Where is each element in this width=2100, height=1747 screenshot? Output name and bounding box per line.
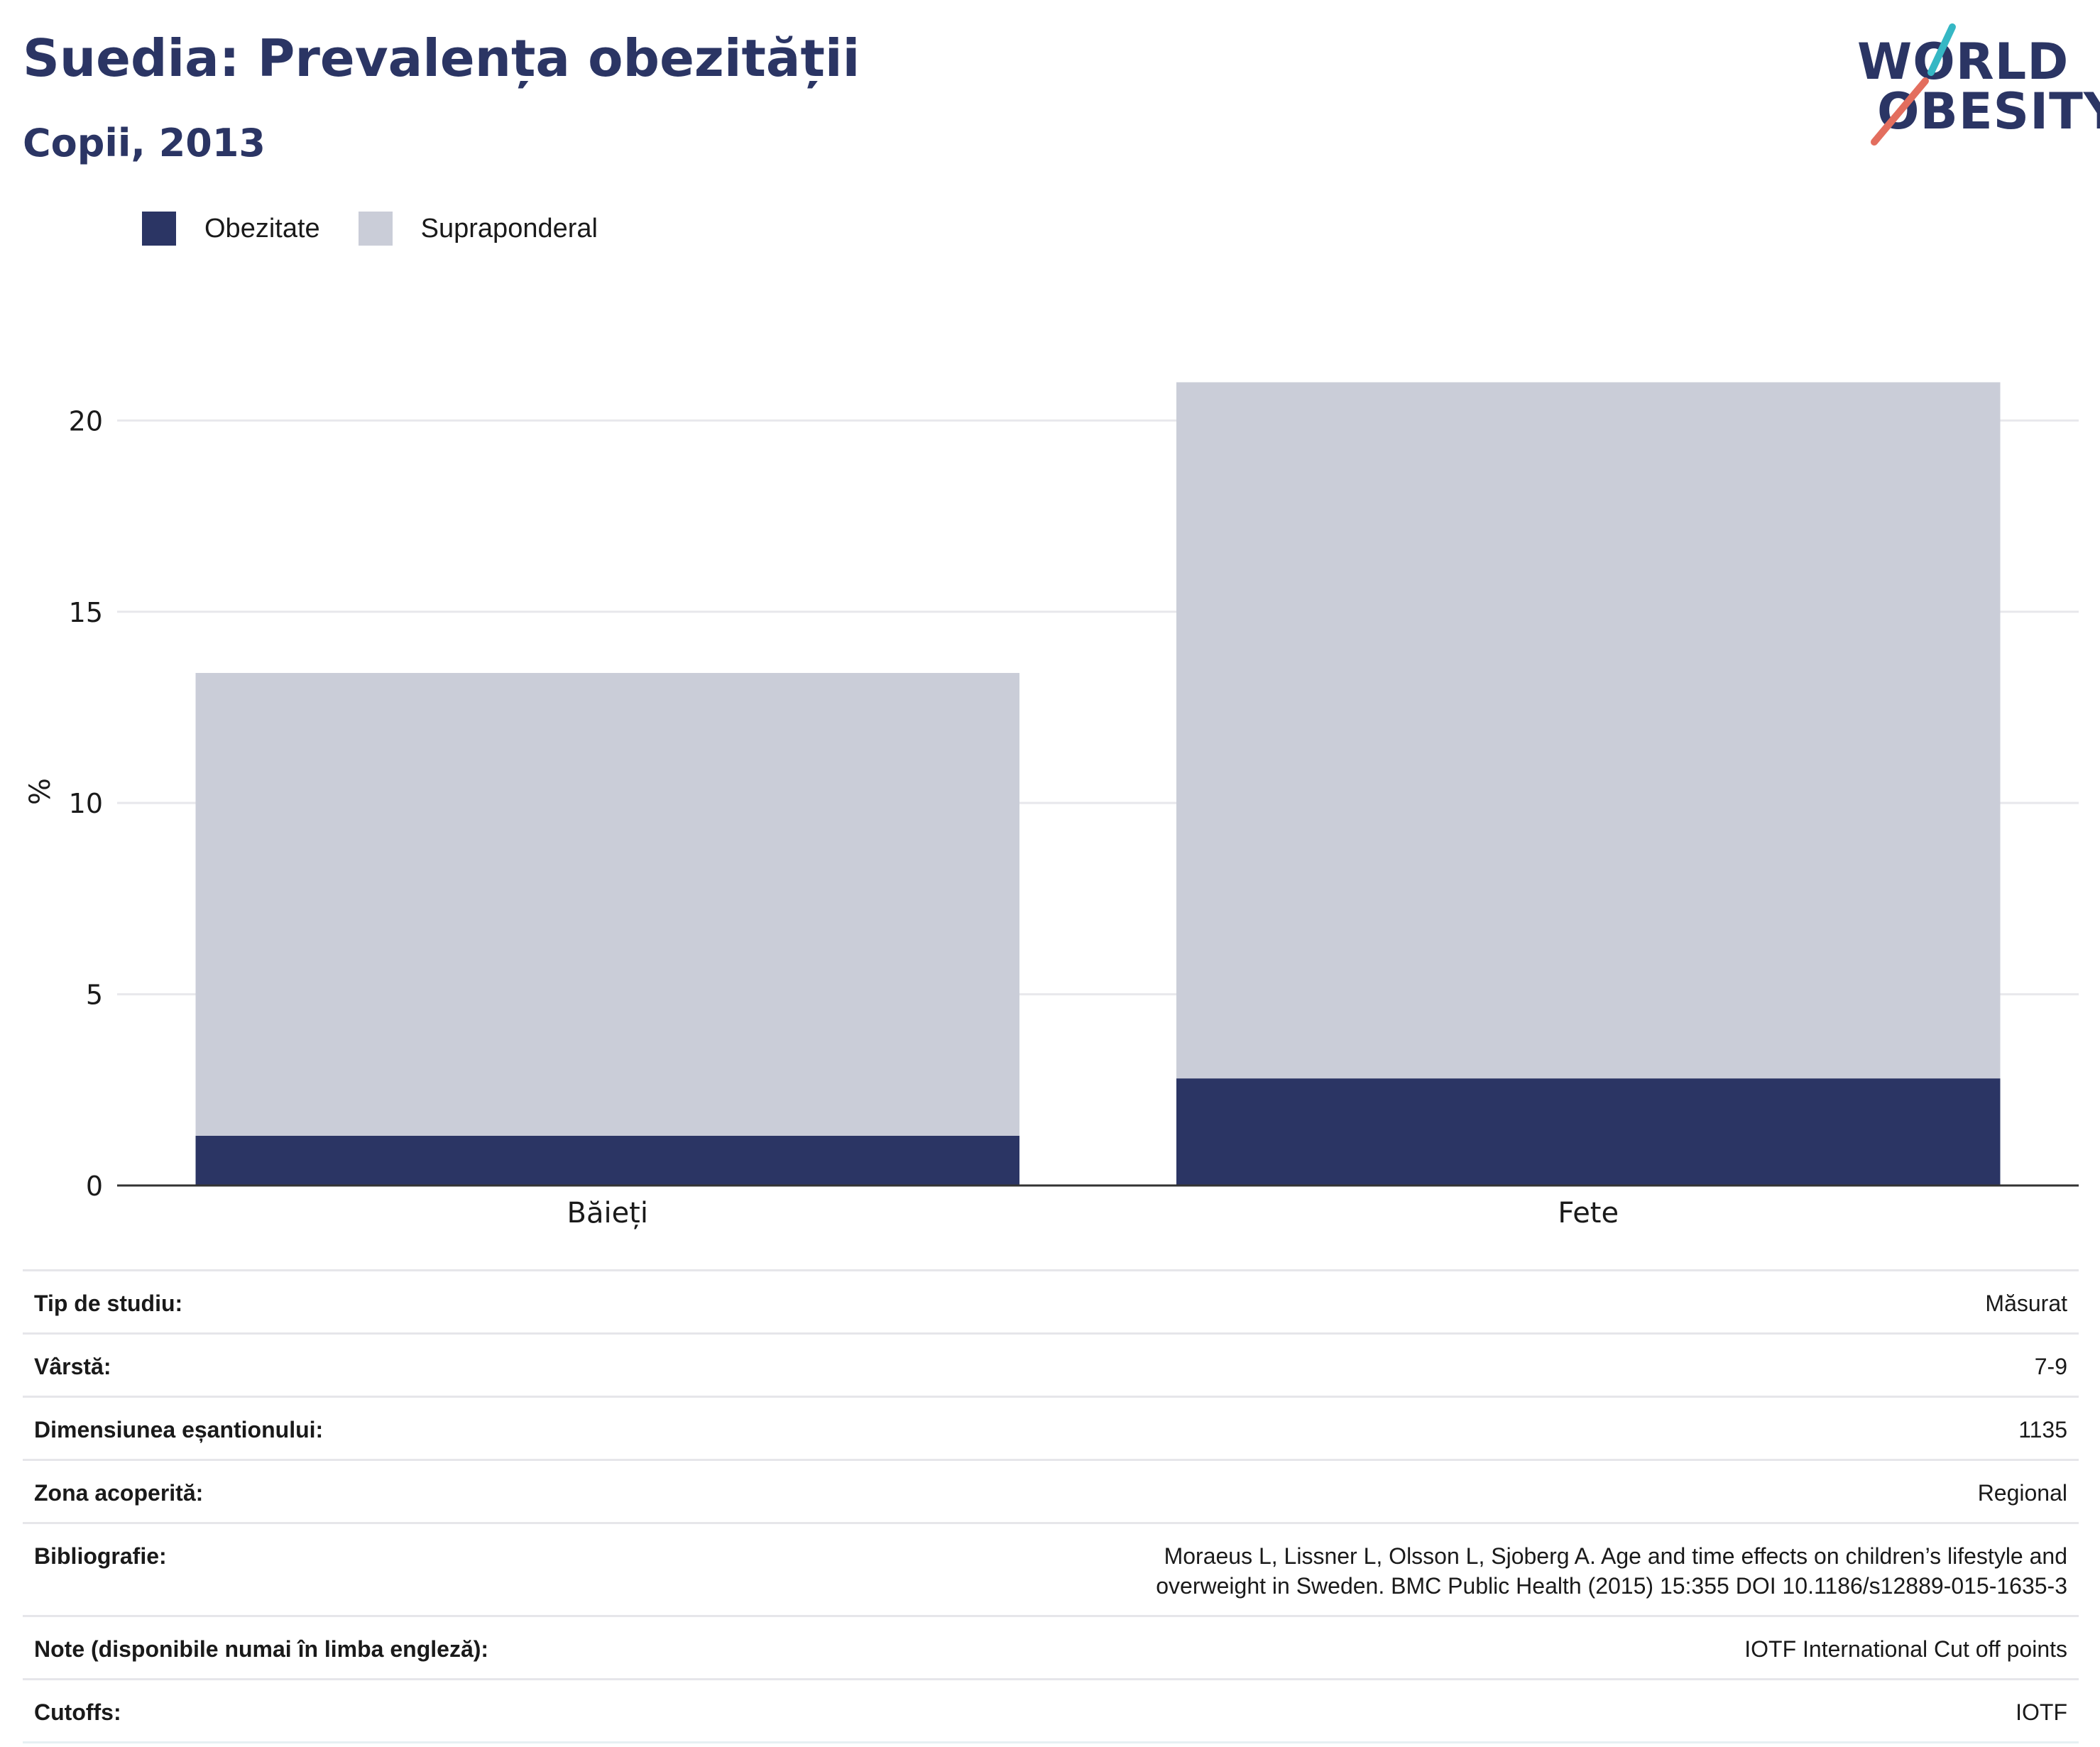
info-row: Bibliografie: Moraeus L, Lissner L, Olsso… (23, 1523, 2079, 1616)
info-value: IOTF International Cut off points (1744, 1636, 2067, 1662)
info-label: Dimensiunea eșantionului: (34, 1417, 324, 1442)
info-row: Note (disponibile numai în limba engleză… (23, 1616, 2079, 1680)
info-row: Dimensiunea eșantionului: 1135 (23, 1396, 2079, 1460)
stacked-bar-chart: 0 5 10 15 20% Băieți Fete (24, 382, 2079, 1230)
info-value: Măsurat (1985, 1291, 2067, 1316)
info-value: Moraeus L, Lissner L, Olsson L, Sjoberg … (1156, 1543, 2067, 1599)
info-value: 1135 (2018, 1417, 2067, 1442)
y-tick-label: 15 (69, 597, 103, 628)
legend-label-obezitate: Obezitate (204, 213, 320, 243)
info-row: Tip de studiu: Măsurat (23, 1270, 2079, 1334)
info-label: Note (disponibile numai în limba engleză… (34, 1636, 489, 1662)
x-tick-label: Băieți (567, 1197, 648, 1230)
info-value: IOTF (2016, 1699, 2067, 1725)
bar-obezitate-2 (1176, 1078, 2001, 1185)
info-label: Cutoffs: (34, 1699, 121, 1725)
info-label: Zona acoperită: (34, 1480, 204, 1506)
info-row: Cutoffs: IOTF (23, 1679, 2079, 1743)
y-tick-label: 20 (69, 405, 103, 437)
bar-supraponderal-2 (1176, 382, 2001, 1079)
info-label: Tip de studiu: (34, 1291, 183, 1316)
legend-item-supraponderal[interactable]: Supraponderal (358, 212, 598, 246)
world-obesity-logo: WORLD OBESITY (1846, 21, 2100, 149)
info-label: Vârstă: (34, 1354, 111, 1379)
logo-line1: WORLD (1857, 33, 2069, 91)
chart-legend: Obezitate Supraponderal (142, 212, 636, 246)
info-row: Vârstă: 7-9 (23, 1333, 2079, 1397)
info-value: Regional (1977, 1480, 2067, 1506)
bar-obezitate-1 (195, 1135, 1019, 1185)
y-tick-label: 0 (86, 1171, 103, 1202)
y-tick-label: 5 (86, 980, 103, 1011)
chart-subtitle: Copii, 2013 (23, 121, 266, 165)
logo-slash-icon (1871, 23, 1956, 146)
x-tick-label: Fete (1558, 1197, 1619, 1230)
legend-item-obezitate[interactable]: Obezitate (142, 212, 320, 246)
info-row: Zona acoperită: Regional (23, 1460, 2079, 1523)
y-axis-label: % (24, 778, 57, 805)
legend-swatch-supraponderal (358, 212, 393, 246)
info-value: 7-9 (2034, 1354, 2067, 1379)
legend-swatch-obezitate (142, 212, 176, 246)
info-label: Bibliografie: (34, 1543, 167, 1569)
chart-title: Suedia: Prevalența obezității (23, 28, 860, 88)
legend-label-supraponderal: Supraponderal (420, 213, 598, 243)
y-tick-label: 10 (69, 788, 103, 819)
bar-supraponderal-1 (195, 672, 1019, 1136)
study-info-table: Tip de studiu: Măsurat Vârstă: 7-9 Dimensiun… (23, 1269, 2079, 1743)
